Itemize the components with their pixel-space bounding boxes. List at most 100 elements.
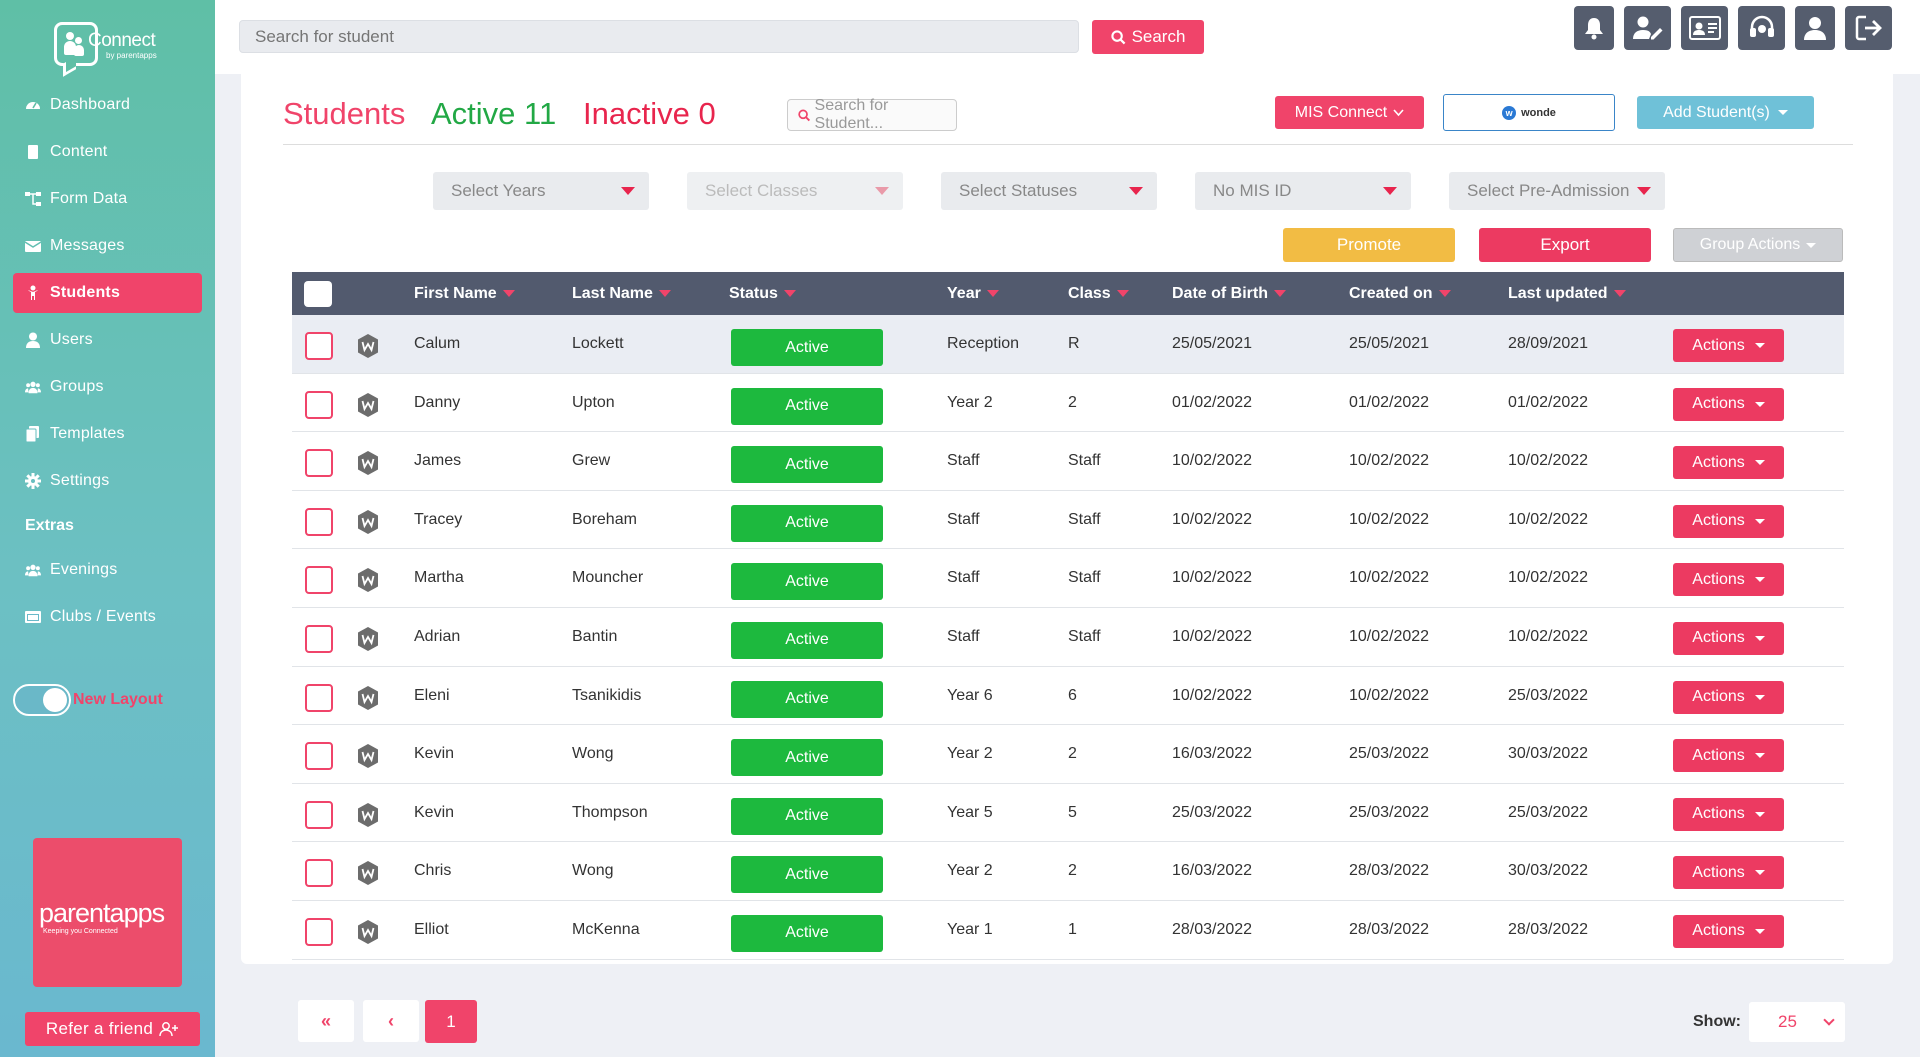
- select-all-checkbox[interactable]: [304, 281, 332, 307]
- row-actions-button[interactable]: Actions: [1673, 680, 1784, 714]
- filter-label: Select Years: [451, 181, 546, 200]
- row-checkbox[interactable]: [305, 800, 333, 829]
- row-actions-button[interactable]: Actions: [1673, 329, 1784, 362]
- cell-year: Year 1: [947, 920, 993, 938]
- cell-dob: 10/02/2022: [1172, 569, 1253, 587]
- row-checkbox[interactable]: [305, 917, 333, 946]
- filter-select-4[interactable]: No MIS ID: [1195, 172, 1411, 210]
- promote-button[interactable]: Promote: [1283, 228, 1455, 262]
- sidebar-item-students[interactable]: Students: [13, 273, 202, 313]
- column-header-class[interactable]: Class: [1068, 272, 1129, 315]
- sitemap-icon: [25, 191, 41, 207]
- sidebar-item-evenings[interactable]: Evenings: [13, 550, 202, 590]
- column-header-label: Class: [1068, 284, 1111, 302]
- sidebar-item-label: Students: [50, 284, 121, 301]
- status-badge: Active: [731, 914, 883, 952]
- sidebar-item-clubs-events[interactable]: Clubs / Events: [13, 597, 202, 637]
- child-icon: [25, 285, 41, 301]
- refer-friend-button[interactable]: Refer a friend: [25, 1012, 200, 1046]
- cell-class: 2: [1068, 745, 1077, 763]
- edit-profile-button[interactable]: [1624, 6, 1671, 50]
- headset-icon: [1749, 15, 1774, 37]
- column-header-label: Last updated: [1508, 284, 1608, 302]
- filter-label: Select Statuses: [959, 181, 1078, 200]
- column-header-first-name[interactable]: First Name: [414, 272, 515, 315]
- row-actions-button[interactable]: Actions: [1673, 914, 1784, 948]
- inactive-count[interactable]: Inactive 0: [583, 96, 716, 131]
- contact-card-button[interactable]: [1681, 6, 1728, 50]
- sidebar-item-label: Templates: [50, 425, 125, 442]
- wonde-icon: [356, 392, 380, 418]
- filter-label: Select Classes: [705, 181, 818, 200]
- notifications-button[interactable]: [1574, 6, 1614, 50]
- row-actions-button[interactable]: Actions: [1673, 504, 1784, 538]
- mis-connect-button[interactable]: MIS Connect: [1275, 96, 1424, 129]
- row-actions-button[interactable]: Actions: [1673, 446, 1784, 480]
- column-header-last-name[interactable]: Last Name: [572, 272, 671, 315]
- toggle-switch[interactable]: [13, 684, 71, 716]
- active-count[interactable]: Active 11: [431, 96, 557, 131]
- row-checkbox[interactable]: [305, 742, 333, 771]
- top-search-input[interactable]: [239, 20, 1079, 53]
- first-page-button[interactable]: «: [298, 1000, 354, 1042]
- filter-select-3[interactable]: Select Statuses: [941, 172, 1157, 210]
- add-students-button[interactable]: Add Student(s): [1637, 96, 1814, 129]
- profile-button[interactable]: [1795, 6, 1835, 50]
- row-checkbox[interactable]: [305, 566, 333, 595]
- sidebar-item-form-data[interactable]: Form Data: [13, 179, 202, 219]
- filter-select-1[interactable]: Select Years: [433, 172, 649, 210]
- cell-class: Staff: [1068, 452, 1101, 470]
- sidebar-item-messages[interactable]: Messages: [13, 226, 202, 266]
- logout-button[interactable]: [1845, 6, 1892, 50]
- export-button[interactable]: Export: [1479, 228, 1651, 262]
- row-actions-button[interactable]: Actions: [1673, 621, 1784, 655]
- sidebar-item-templates[interactable]: Templates: [13, 414, 202, 454]
- cell-last: Upton: [572, 393, 615, 411]
- top-search-button[interactable]: Search: [1092, 20, 1204, 54]
- row-actions-button[interactable]: Actions: [1673, 739, 1784, 773]
- row-checkbox[interactable]: [305, 859, 333, 888]
- cell-first: James: [414, 452, 462, 470]
- cell-last: McKenna: [572, 920, 640, 938]
- wonde-button[interactable]: w wonde: [1443, 94, 1615, 131]
- table-row: Chris Wong Year 2 2 16/03/2022 28/03/2022 30/0…: [292, 842, 1844, 901]
- row-actions-button[interactable]: Actions: [1673, 797, 1784, 831]
- cell-first: Tracey: [414, 510, 463, 528]
- cell-year: Staff: [947, 627, 980, 645]
- cell-class: 5: [1068, 803, 1077, 821]
- student-search-field[interactable]: Search for Student...: [787, 97, 957, 132]
- connect-logo[interactable]: Connect by parentapps: [50, 18, 165, 74]
- row-checkbox[interactable]: [305, 449, 333, 478]
- page-1-button[interactable]: 1: [425, 1000, 477, 1043]
- column-header-status[interactable]: Status: [729, 272, 796, 315]
- row-actions-button[interactable]: Actions: [1673, 856, 1784, 890]
- sidebar-item-users[interactable]: Users: [13, 320, 202, 360]
- filter-select-5[interactable]: Select Pre-Admission: [1449, 172, 1665, 210]
- actions-label: Actions: [1692, 688, 1745, 706]
- row-checkbox[interactable]: [305, 507, 333, 536]
- sidebar-item-dashboard[interactable]: Dashboard: [13, 85, 202, 125]
- row-checkbox[interactable]: [305, 390, 333, 419]
- row-actions-button[interactable]: Actions: [1673, 563, 1784, 597]
- sidebar-item-groups[interactable]: Groups: [13, 367, 202, 407]
- page-size-select[interactable]: 25: [1749, 1002, 1845, 1042]
- sidebar-item-settings[interactable]: Settings: [13, 461, 202, 501]
- sidebar-item-label: Dashboard: [50, 96, 131, 113]
- row-checkbox[interactable]: [305, 332, 333, 360]
- wonde-icon: [356, 685, 380, 711]
- group-actions-button[interactable]: Group Actions: [1673, 228, 1843, 262]
- sidebar-item-label: Form Data: [50, 190, 128, 207]
- support-button[interactable]: [1738, 6, 1785, 50]
- column-header-created-on[interactable]: Created on: [1349, 272, 1451, 315]
- new-layout-toggle[interactable]: New Layout: [13, 684, 163, 716]
- page-size-value: 25: [1778, 1012, 1797, 1031]
- cell-class: 2: [1068, 862, 1077, 880]
- column-header-last-updated[interactable]: Last updated: [1508, 272, 1626, 315]
- column-header-year[interactable]: Year: [947, 272, 999, 315]
- row-checkbox[interactable]: [305, 683, 333, 712]
- column-header-date-of-birth[interactable]: Date of Birth: [1172, 272, 1286, 315]
- sidebar-item-content[interactable]: Content: [13, 132, 202, 172]
- previous-page-button[interactable]: ‹: [363, 1000, 419, 1042]
- row-actions-button[interactable]: Actions: [1673, 387, 1784, 421]
- row-checkbox[interactable]: [305, 624, 333, 653]
